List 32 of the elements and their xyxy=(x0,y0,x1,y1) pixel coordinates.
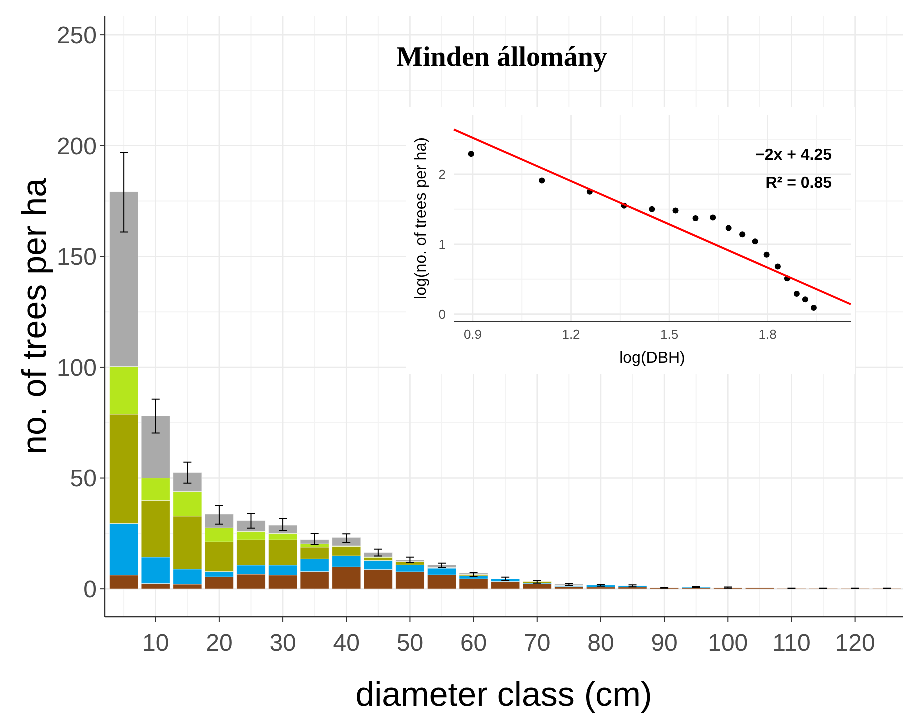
y-tick-label: 2 xyxy=(438,166,446,182)
x-tick-label: 40 xyxy=(333,630,360,657)
y-tick-label: 100 xyxy=(56,354,97,382)
x-tick-label: 1.8 xyxy=(758,327,777,342)
y-tick-label: 50 xyxy=(70,466,97,493)
x-tick-label: 1.5 xyxy=(660,327,679,342)
x-axis-title: diameter class (cm) xyxy=(356,676,652,714)
x-tick-label: 90 xyxy=(651,630,678,657)
annotation: −2x + 4.25 xyxy=(755,147,832,164)
x-tick-label: 80 xyxy=(588,630,614,657)
y-tick-label: 150 xyxy=(56,244,97,272)
x-tick-label: 110 xyxy=(772,630,811,657)
y-tick-label: 1 xyxy=(438,236,446,252)
x-axis-title: log(DBH) xyxy=(620,350,686,367)
x-tick-label: 10 xyxy=(142,630,170,657)
x-tick-label: 60 xyxy=(460,630,488,657)
x-tick-label: 50 xyxy=(396,630,424,657)
x-tick-label: 0.9 xyxy=(464,327,482,342)
y-axis-title: log(no. of trees per ha) xyxy=(413,138,430,300)
annotation: R² = 0.85 xyxy=(766,175,832,192)
text: Minden állomány xyxy=(396,42,608,73)
x-tick-label: 70 xyxy=(524,630,551,657)
x-tick-label: 100 xyxy=(708,630,748,657)
x-tick-label: 30 xyxy=(270,630,296,657)
y-tick-label: 250 xyxy=(56,22,97,50)
y-axis-title: no. of trees per ha xyxy=(16,178,54,454)
y-tick-label: 0 xyxy=(438,306,446,322)
x-tick-label: 120 xyxy=(835,630,876,657)
y-tick-label: 0 xyxy=(84,576,97,604)
x-tick-label: 20 xyxy=(206,630,233,657)
y-tick-label: 200 xyxy=(56,133,97,160)
x-tick-label: 1.2 xyxy=(562,327,580,342)
